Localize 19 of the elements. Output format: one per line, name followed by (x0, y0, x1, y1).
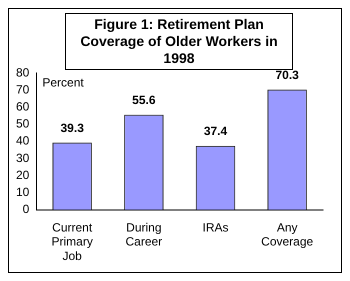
chart-title: Figure 1: Retirement Plan Coverage of Older Workers in 1998 (80, 16, 278, 66)
y-tick-label: 20 (16, 168, 30, 182)
y-tick-label: 50 (16, 116, 30, 131)
y-tick-label: 10 (16, 185, 30, 200)
data-label: 70.3 (275, 68, 300, 82)
x-tick-label: Any Coverage (261, 220, 314, 249)
data-label: 39.3 (60, 120, 84, 135)
data-label: 55.6 (132, 93, 156, 108)
y-tick-label: 80 (16, 65, 30, 80)
y-axis-title: Percent (42, 75, 84, 90)
y-tick-label: 70 (16, 82, 30, 96)
y-tick-label: 0 (22, 202, 30, 216)
y-tick-label: 60 (16, 100, 30, 114)
x-tick-label: IRAs (202, 220, 229, 234)
x-tick-label: During Career (126, 220, 162, 249)
x-tick-label: Current Primary Job (52, 220, 93, 264)
data-label: 37.4 (204, 124, 228, 138)
y-tick-label: 40 (16, 134, 30, 148)
y-tick-label: 30 (16, 150, 30, 165)
